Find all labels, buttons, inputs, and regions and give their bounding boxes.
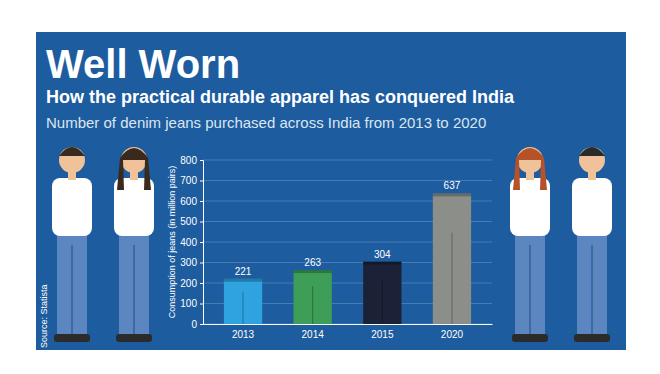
- person-hair: [117, 148, 151, 190]
- bar: [433, 193, 471, 324]
- bars: [224, 193, 471, 324]
- y-tick: 200: [180, 278, 203, 289]
- person-shoes: [54, 334, 90, 342]
- description: Number of denim jeans purchased across I…: [46, 114, 486, 131]
- bar-leg-split: [243, 292, 244, 324]
- y-axis-title: Consumption of jeans (in million pairs): [167, 166, 177, 319]
- bar-waistband: [433, 193, 471, 196]
- y-tick-label: 700: [180, 175, 197, 186]
- grid-line: [203, 160, 492, 161]
- y-tick: 500: [180, 216, 203, 227]
- person-hair: [513, 148, 547, 190]
- bar-group: [294, 270, 332, 324]
- bar-leg-split: [312, 286, 313, 324]
- subtitle: How the practical durable apparel has co…: [46, 87, 515, 107]
- y-tick-mark: [200, 324, 203, 325]
- x-axis-line: [204, 324, 493, 325]
- y-tick-label: 300: [180, 257, 197, 268]
- x-tick: 2015: [371, 324, 394, 340]
- y-tick-mark: [200, 222, 203, 223]
- person-jeans-seam: [529, 245, 531, 336]
- y-tick: 800: [180, 155, 203, 166]
- person-shoes: [116, 334, 152, 342]
- x-tick-label: 2020: [441, 329, 464, 340]
- person-head: [59, 147, 85, 173]
- data-label: 221: [235, 266, 252, 277]
- person-hair: [579, 147, 605, 156]
- bar: [224, 279, 262, 324]
- y-tick-label: 600: [180, 196, 197, 207]
- bar-leg-split: [451, 233, 452, 324]
- person-illustration: [52, 147, 92, 342]
- person-jeans: [119, 232, 149, 336]
- y-tick-label: 100: [180, 298, 197, 309]
- y-tick-mark: [200, 201, 203, 202]
- y-axis: 0 100 200 300 400 500 600 700 800: [180, 155, 203, 330]
- y-tick: 700: [180, 175, 203, 186]
- grid: [203, 160, 492, 324]
- person-jeans: [577, 232, 607, 336]
- title: Well Worn: [46, 42, 240, 86]
- x-tick: 2014: [302, 324, 325, 340]
- bar-waistband: [363, 262, 401, 265]
- x-tick: 2013: [232, 324, 255, 340]
- person-illustration: [510, 147, 550, 342]
- y-tick-mark: [200, 283, 203, 284]
- x-tick: 2020: [441, 324, 464, 340]
- data-label: 263: [304, 257, 321, 268]
- x-tick-label: 2013: [232, 329, 255, 340]
- y-tick-mark: [200, 242, 203, 243]
- x-tick-label: 2015: [371, 329, 394, 340]
- person-illustration: [572, 147, 612, 342]
- person-jeans-seam: [71, 245, 73, 336]
- y-tick-label: 0: [191, 319, 197, 330]
- person-jeans-seam: [591, 245, 593, 336]
- person-jeans-seam: [133, 245, 135, 336]
- bar-group: [433, 193, 471, 324]
- bar-waistband: [224, 279, 262, 282]
- bar-group: [363, 262, 401, 324]
- y-tick: 600: [180, 196, 203, 207]
- data-label: 637: [444, 180, 461, 191]
- y-tick-mark: [200, 304, 203, 305]
- bar-group: [224, 279, 262, 324]
- bar-leg-split: [382, 280, 383, 324]
- y-tick-label: 400: [180, 237, 197, 248]
- y-axis-line: [200, 161, 204, 325]
- person-jeans: [515, 232, 545, 336]
- bar: [363, 262, 401, 324]
- x-axis: 2013 2014 2015 2020: [204, 324, 493, 340]
- bar-waistband: [294, 270, 332, 273]
- y-tick: 0: [191, 319, 203, 330]
- y-tick-label: 500: [180, 216, 197, 227]
- person-shirt: [572, 178, 612, 236]
- person-head: [579, 147, 605, 173]
- data-labels: 221 263 304 637: [235, 180, 461, 276]
- background: [36, 32, 626, 350]
- data-label: 304: [374, 249, 391, 260]
- bar: [294, 270, 332, 324]
- chart: Well WornHow the practical durable appar…: [0, 0, 660, 374]
- y-tick-mark: [200, 160, 203, 161]
- y-tick-mark: [200, 181, 203, 182]
- person-shoes: [574, 334, 610, 342]
- y-tick: 300: [180, 257, 203, 268]
- x-tick-label: 2014: [302, 329, 325, 340]
- person-jeans: [57, 232, 87, 336]
- person-hair: [59, 147, 85, 156]
- y-tick-mark: [200, 263, 203, 264]
- person-shoes: [512, 334, 548, 342]
- source: Source: Statista: [39, 284, 49, 348]
- person-shirt: [52, 178, 92, 236]
- person-illustration: [114, 147, 154, 342]
- y-tick: 100: [180, 298, 203, 309]
- y-tick: 400: [180, 237, 203, 248]
- y-tick-label: 200: [180, 278, 197, 289]
- y-tick-label: 800: [180, 155, 197, 166]
